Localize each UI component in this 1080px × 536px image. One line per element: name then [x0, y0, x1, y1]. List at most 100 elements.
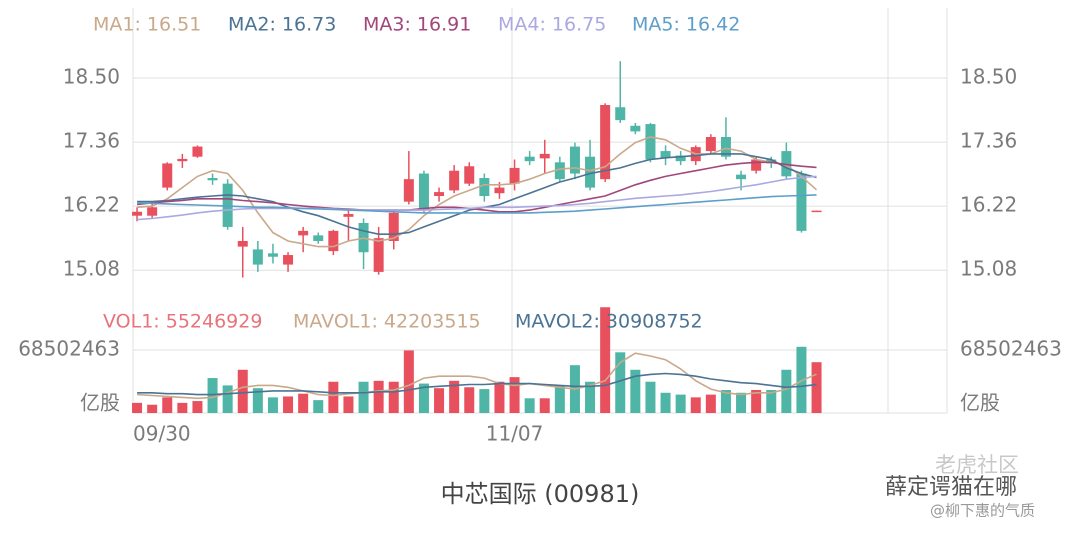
candle-body	[147, 207, 158, 216]
ma-line	[137, 161, 817, 213]
volume-bar	[298, 393, 309, 413]
y-tick-label: 18.50	[63, 65, 120, 89]
watermark: 薛定谔猫在哪	[885, 475, 1017, 500]
watermark: @柳下惠的气质	[930, 502, 1035, 520]
candle-body	[313, 235, 324, 241]
candle-body	[388, 212, 399, 241]
volume-bar	[267, 397, 278, 413]
candle-body	[464, 166, 475, 184]
volume-bar	[358, 381, 369, 413]
volume-bar	[645, 381, 656, 413]
volume-bar	[328, 381, 339, 413]
volume-bar	[705, 394, 716, 413]
y-tick-label-right: 15.08	[960, 257, 1017, 281]
candle-body	[449, 170, 460, 191]
candle-body	[736, 174, 747, 180]
legend-entry: MA2: 16.73	[228, 14, 336, 36]
candle-body	[252, 249, 263, 265]
candle-body	[615, 107, 626, 121]
candle-body	[645, 124, 656, 160]
y-tick-label: 68502463	[18, 337, 120, 361]
volume-bar	[222, 385, 233, 413]
volume-bar	[811, 362, 822, 413]
candle-body	[796, 173, 807, 231]
volume-bar	[192, 401, 203, 413]
candle-body	[660, 151, 671, 158]
volume-bar	[464, 387, 475, 413]
candle-body	[403, 179, 414, 202]
volume-bar	[494, 381, 505, 413]
candle-body	[192, 146, 203, 157]
watermark: 老虎社区	[935, 453, 1019, 477]
candle-body	[630, 125, 641, 132]
volume-bar	[585, 381, 596, 413]
legend-entry: VOL1: 55246929	[103, 311, 262, 333]
candle-body	[283, 255, 294, 265]
y-tick-label: 15.08	[63, 257, 120, 281]
candle-body	[509, 167, 520, 184]
volume-bar	[736, 392, 747, 413]
candle-body	[675, 155, 686, 162]
legend-entry: MA1: 16.51	[93, 14, 201, 36]
volume-bar	[539, 398, 550, 413]
candle-body	[811, 210, 822, 213]
volume-bar	[554, 385, 565, 413]
volume-bar	[675, 394, 686, 413]
volume-bar	[600, 307, 611, 413]
candle-body	[766, 159, 777, 164]
volume-bar	[207, 378, 218, 413]
volume-bar	[615, 352, 626, 413]
candle-body	[720, 137, 731, 157]
ma-line	[137, 352, 817, 400]
x-tick-label: 11/07	[486, 422, 544, 446]
y-tick-label-right: 16.22	[960, 193, 1017, 217]
volume-bar	[418, 383, 429, 413]
y-tick-label: 16.22	[63, 193, 120, 217]
volume-bar	[766, 390, 777, 413]
candle-body	[207, 178, 218, 181]
candle-body	[343, 214, 354, 217]
y-tick-label: 17.36	[63, 129, 120, 153]
y-tick-label-right: 17.36	[960, 129, 1017, 153]
volume-bar	[434, 388, 445, 413]
legend-entry: MA5: 16.42	[632, 14, 740, 36]
volume-bar	[147, 404, 158, 413]
volume-bar	[373, 380, 384, 413]
volume-bar	[660, 392, 671, 413]
volume-bar	[509, 377, 520, 413]
volume-bar	[403, 350, 414, 413]
volume-bar	[177, 402, 188, 413]
ma-line	[137, 153, 817, 235]
candle-body	[418, 173, 429, 211]
volume-bar	[781, 369, 792, 413]
candle-body	[162, 163, 173, 188]
volume-bar	[751, 390, 762, 413]
candle-body	[132, 211, 143, 216]
ma-line	[137, 194, 817, 214]
ma-line	[137, 372, 817, 396]
volume-bar	[524, 398, 535, 413]
candle-body	[600, 104, 611, 180]
volume-unit-right: 亿股	[960, 391, 1000, 415]
volume-bar	[449, 380, 460, 413]
ma-line	[137, 175, 817, 221]
volume-unit: 亿股	[80, 391, 120, 415]
legend-entry: MA3: 16.91	[363, 14, 471, 36]
y-tick-label-right: 18.50	[960, 65, 1017, 89]
candle-body	[328, 230, 339, 252]
volume-bar	[237, 369, 248, 413]
x-tick-label: 09/30	[133, 422, 191, 446]
candle-body	[267, 253, 278, 257]
volume-bar	[479, 389, 490, 413]
legend-entry: MAVOL2: 30908752	[515, 311, 703, 333]
candle-body	[705, 137, 716, 152]
volume-bar	[630, 369, 641, 413]
y-tick-label-right: 68502463	[960, 337, 1062, 361]
candle-body	[237, 240, 248, 247]
volume-bar	[252, 388, 263, 413]
candle-body	[479, 178, 490, 197]
legend-entry: MAVOL1: 42203515	[293, 311, 481, 333]
candle-body	[434, 192, 445, 197]
volume-bar	[162, 397, 173, 413]
